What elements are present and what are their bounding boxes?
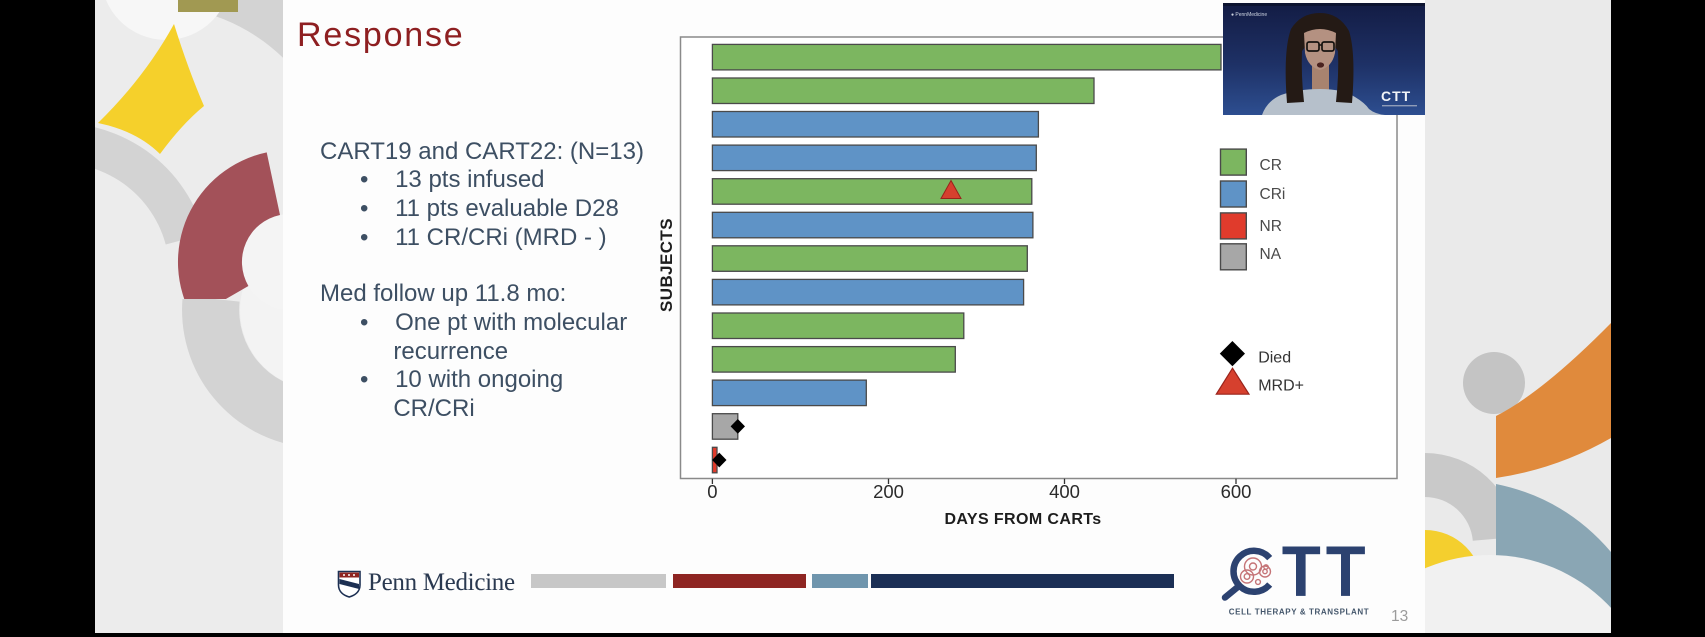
svg-text:● PennMedicine: ● PennMedicine [1231, 12, 1267, 18]
svg-text:DAYS FROM CARTs: DAYS FROM CARTs [944, 511, 1101, 528]
svg-text:CR: CR [1260, 157, 1282, 174]
svg-text:NA: NA [1260, 246, 1282, 263]
svg-text:Died: Died [1258, 350, 1291, 367]
svg-text:CTT: CTT [1381, 88, 1411, 104]
svg-text:CELL THERAPY & TRANSPLANT: CELL THERAPY & TRANSPLANT [1229, 608, 1370, 617]
svg-text:CRi: CRi [1260, 186, 1286, 203]
svg-text:NR: NR [1260, 218, 1282, 235]
svg-text:MRD+: MRD+ [1258, 378, 1304, 395]
svg-text:200: 200 [873, 481, 904, 502]
svg-text:600: 600 [1221, 481, 1252, 502]
svg-text:0: 0 [707, 481, 717, 502]
svg-text:400: 400 [1049, 481, 1080, 502]
svg-text:SUBJECTS: SUBJECTS [657, 218, 676, 312]
